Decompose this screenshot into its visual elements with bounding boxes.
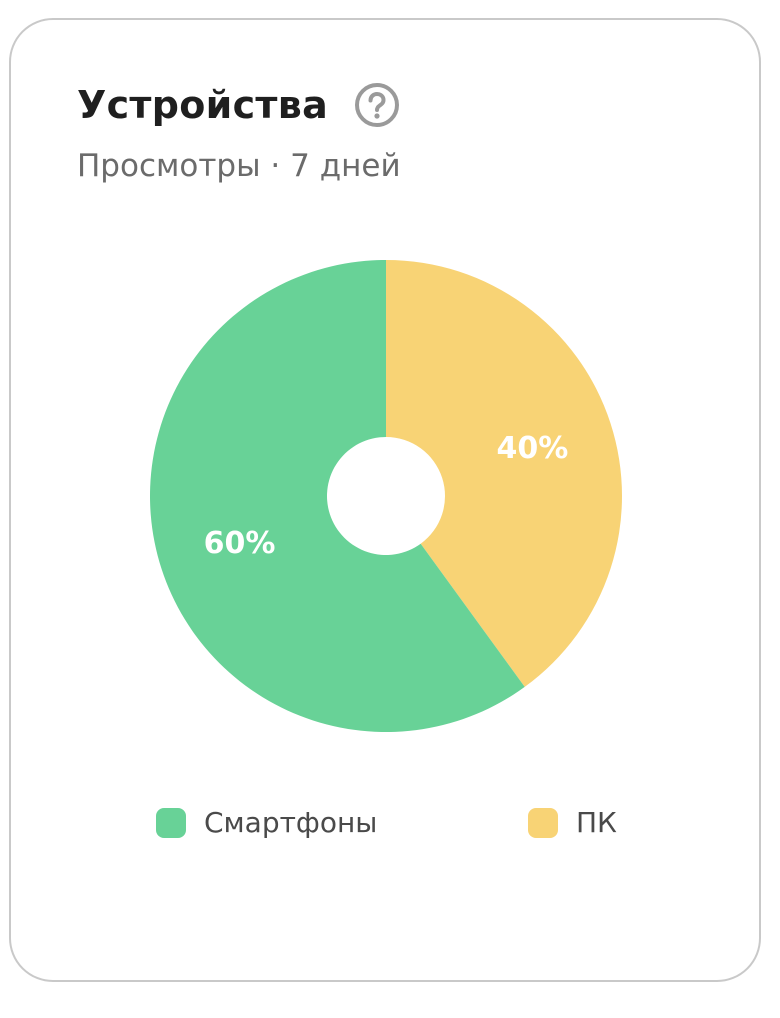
slice-label-pc: 40% bbox=[497, 431, 569, 466]
legend-item-smartphones: Смартфоны bbox=[156, 806, 377, 839]
card-title: Устройства bbox=[77, 83, 329, 127]
help-circle-icon[interactable] bbox=[354, 82, 400, 128]
legend-item-pc: ПК bbox=[528, 806, 617, 839]
pie-slice-pc[interactable] bbox=[386, 260, 623, 687]
legend-label-smartphones: Смартфоны bbox=[204, 806, 378, 839]
card-subtitle: Просмотры · 7 дней bbox=[77, 148, 401, 184]
pie-slice-smartphones[interactable] bbox=[150, 260, 525, 732]
devices-card: Устройства Просмотры · 7 дней bbox=[9, 18, 761, 982]
title-row: Устройства bbox=[77, 82, 400, 128]
legend-label-pc: ПК bbox=[576, 806, 617, 839]
slice-label-smartphones: 60% bbox=[204, 526, 276, 561]
legend-swatch-pc bbox=[528, 807, 558, 838]
legend-swatch-smartphones bbox=[156, 807, 186, 838]
